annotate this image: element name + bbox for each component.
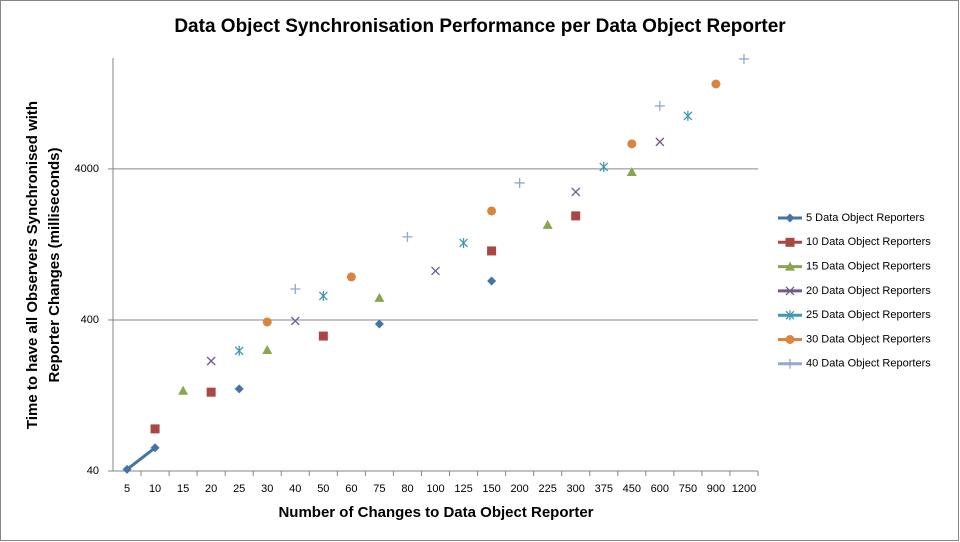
marker [785, 286, 795, 296]
marker [290, 316, 300, 326]
x-tick-label: 600 [651, 483, 669, 495]
x-tick-label: 150 [482, 483, 500, 495]
y-axis-title-line: Time to have all Observers Synchronised … [24, 101, 41, 429]
legend-item: 30 Data Object Reporters [778, 333, 931, 345]
x-tick-label: 75 [373, 483, 385, 495]
x-tick-label: 50 [317, 483, 329, 495]
x-tick-label: 375 [595, 483, 613, 495]
marker [318, 290, 328, 301]
marker [487, 246, 497, 256]
legend-item: 15 Data Object Reporters [778, 261, 931, 273]
legend-label: 40 Data Object Reporters [806, 358, 931, 370]
x-tick-label: 125 [454, 483, 472, 495]
x-tick-label: 300 [567, 483, 585, 495]
marker [785, 335, 795, 344]
marker [206, 387, 216, 397]
marker [431, 266, 440, 276]
marker [318, 331, 328, 341]
marker [234, 345, 244, 356]
marker [487, 206, 497, 216]
y-tick-label: 40 [87, 465, 99, 477]
x-tick-label: 225 [538, 483, 556, 495]
x-tick-label: 15 [177, 483, 189, 495]
marker [262, 317, 272, 327]
legend-label: 10 Data Object Reporters [806, 236, 931, 248]
marker [542, 219, 553, 229]
x-axis-title: Number of Changes to Data Object Reporte… [278, 504, 593, 521]
marker [738, 53, 749, 64]
marker [374, 292, 385, 302]
marker [262, 345, 273, 355]
marker [150, 443, 160, 453]
legend-label: 30 Data Object Reporters [806, 333, 931, 345]
x-tick-label: 750 [679, 483, 697, 495]
marker [514, 177, 525, 188]
marker [571, 187, 581, 197]
marker [654, 100, 665, 111]
marker [290, 284, 301, 295]
marker [150, 424, 160, 434]
x-tick-label: 25 [233, 483, 245, 495]
marker [785, 237, 795, 247]
x-tick-label: 30 [261, 483, 273, 495]
marker [487, 276, 497, 286]
marker [346, 272, 356, 282]
x-tick-label: 1200 [732, 483, 756, 495]
legend-label: 25 Data Object Reporters [806, 309, 931, 321]
x-tick-label: 80 [401, 483, 413, 495]
legend-label: 20 Data Object Reporters [806, 285, 931, 297]
x-tick-label: 100 [426, 483, 444, 495]
marker [785, 261, 795, 271]
marker [627, 139, 637, 149]
marker [374, 319, 384, 329]
legend-label: 5 Data Object Reporters [806, 212, 925, 224]
marker [785, 213, 795, 223]
marker [206, 356, 216, 366]
legend-item: 25 Data Object Reporters [778, 309, 931, 321]
x-tick-label: 60 [345, 483, 357, 495]
marker [571, 211, 581, 221]
legend-item: 5 Data Object Reporters [778, 212, 925, 224]
legend-item: 20 Data Object Reporters [778, 285, 931, 297]
marker [655, 137, 665, 147]
marker [785, 358, 795, 369]
legend-item: 40 Data Object Reporters [778, 358, 931, 370]
x-tick-label: 450 [623, 483, 641, 495]
legend-item: 10 Data Object Reporters [778, 236, 931, 248]
y-tick-label: 400 [81, 314, 99, 326]
x-tick-label: 200 [510, 483, 528, 495]
marker [122, 464, 132, 474]
x-tick-label: 900 [707, 483, 725, 495]
marker [683, 110, 693, 121]
y-axis-title-line: Reporter Changes (milliseconds) [46, 147, 63, 382]
x-tick-label: 10 [149, 483, 161, 495]
legend-label: 15 Data Object Reporters [806, 261, 931, 273]
marker [234, 384, 244, 394]
y-axis-title: Time to have all Observers Synchronised … [24, 101, 63, 429]
x-tick-label: 5 [124, 483, 130, 495]
marker [785, 310, 795, 321]
x-tick-label: 20 [205, 483, 217, 495]
marker [626, 166, 637, 176]
marker [178, 385, 189, 395]
marker [599, 161, 609, 172]
marker [711, 79, 721, 89]
chart-title: Data Object Synchronisation Performance … [174, 16, 786, 37]
marker [459, 237, 469, 248]
y-tick-label: 4000 [75, 163, 99, 175]
marker [402, 231, 413, 242]
x-tick-label: 40 [289, 483, 301, 495]
